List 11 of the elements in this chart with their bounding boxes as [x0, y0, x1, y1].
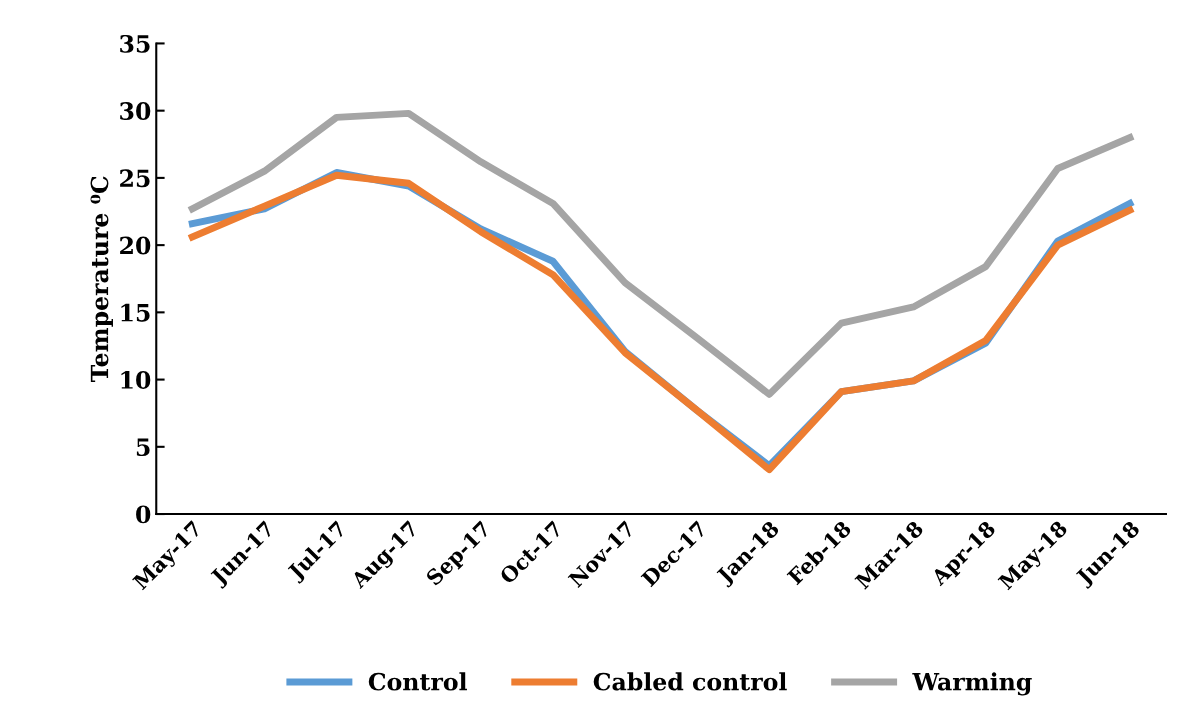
y-tick-label: 30: [120, 102, 151, 120]
y-tick-label: 25: [120, 169, 150, 188]
y-tick-label: 10: [121, 371, 151, 389]
y-tick-label: 15: [121, 303, 150, 322]
y-tick-label: 35: [120, 34, 150, 53]
legend-label: Cabled control: [593, 672, 787, 691]
y-tick-label: 5: [136, 438, 150, 457]
y-tick-label: 20: [120, 236, 151, 255]
legend-label: Warming: [912, 672, 1032, 696]
y-axis-title: Temperature ⁰C: [90, 176, 113, 382]
legend-label: Control: [368, 672, 467, 691]
